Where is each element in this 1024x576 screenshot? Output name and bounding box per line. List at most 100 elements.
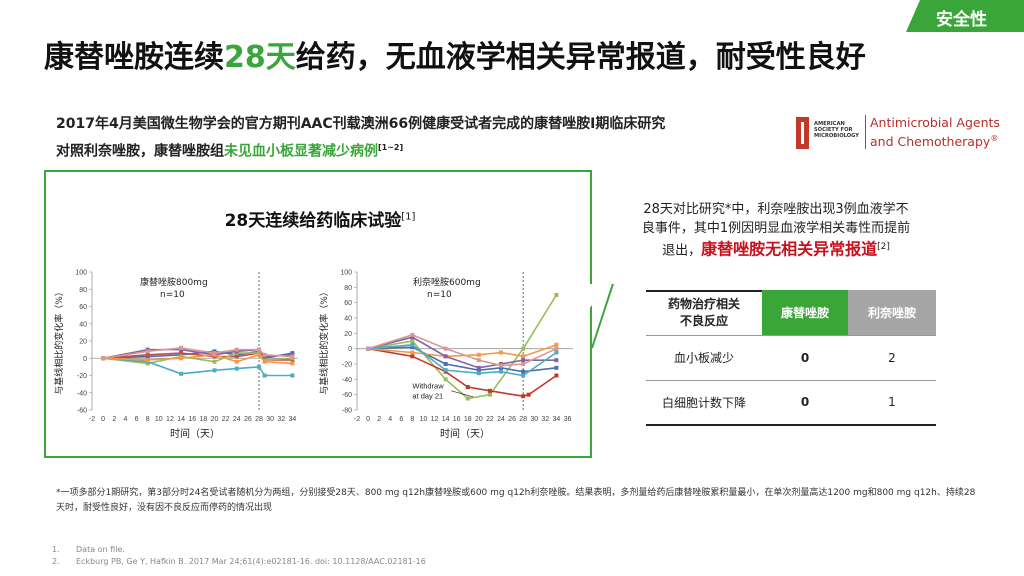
- data-point: [145, 357, 150, 362]
- data-point: [521, 369, 526, 374]
- x-tick-label: 34: [552, 416, 560, 423]
- data-point: [443, 368, 448, 373]
- data-point: [212, 351, 217, 356]
- data-point: [521, 354, 526, 359]
- y-tick-label: 40: [344, 316, 352, 323]
- journal-name: Antimicrobial Agents and Chemotherapy®: [870, 115, 1000, 150]
- x-tick-label: 24: [497, 416, 505, 423]
- y-tick-label: -20: [77, 373, 87, 380]
- panel-title: 28天连续给药临床试验[1]: [224, 211, 416, 231]
- annotation-arrow: [451, 390, 474, 398]
- y-axis-label: 与基线相比的变化率（%）: [53, 287, 65, 395]
- data-point: [476, 358, 481, 363]
- row-label: 血小板减少: [646, 334, 762, 380]
- y-tick-label: -40: [342, 377, 352, 384]
- page-title: 康替唑胺连续28天给药，无血液学相关异常报道，耐受性良好: [44, 32, 866, 76]
- data-point: [554, 346, 559, 351]
- header-contezolid: 康替唑胺: [762, 290, 848, 335]
- note-highlight: 康替唑胺无相关异常报道: [701, 239, 878, 259]
- data-point: [290, 354, 295, 359]
- data-point: [410, 332, 415, 337]
- data-point: [410, 342, 415, 347]
- x-tick-label: -2: [89, 416, 95, 423]
- x-tick-label: 30: [266, 416, 274, 423]
- note-line1: 28天对比研究*中，利奈唑胺出现3例血液学不: [643, 202, 909, 217]
- data-point: [410, 354, 415, 359]
- cell-linezolid: 1: [848, 379, 936, 426]
- x-tick-label: 22: [486, 416, 494, 423]
- data-point: [443, 362, 448, 366]
- data-point: [410, 350, 415, 355]
- data-point: [290, 361, 295, 366]
- y-tick-label: -20: [342, 362, 352, 369]
- tag-background: [906, 0, 1024, 32]
- y-tick-label: 0: [348, 346, 352, 353]
- data-point: [465, 385, 470, 389]
- reference-item: 1. Data on file.: [52, 545, 125, 554]
- x-tick-label: 26: [508, 416, 516, 423]
- logo-divider: [865, 115, 866, 149]
- data-point: [476, 368, 481, 373]
- tag-label: 安全性: [936, 10, 987, 30]
- data-point: [487, 388, 492, 393]
- data-point: [145, 349, 150, 354]
- data-point: [257, 347, 262, 352]
- x-tick-label: 0: [101, 416, 105, 423]
- note-line3: 退出，康替唑胺无相关异常报道[2]: [662, 239, 890, 259]
- x-tick-label: -2: [354, 416, 360, 423]
- y-tick-label: -80: [342, 408, 352, 415]
- data-point: [101, 356, 106, 361]
- data-point: [212, 359, 217, 364]
- data-point: [290, 373, 295, 378]
- x-tick-label: 30: [530, 416, 538, 423]
- x-tick-label: 2: [112, 416, 116, 423]
- x-tick-label: 20: [211, 416, 219, 423]
- data-point: [262, 359, 267, 364]
- data-point: [262, 373, 267, 378]
- y-tick-label: 100: [340, 270, 352, 277]
- data-point: [410, 345, 415, 350]
- x-tick-label: 10: [155, 416, 163, 423]
- title-highlight: 28天: [224, 40, 296, 75]
- asm-logo-icon: [796, 117, 809, 149]
- data-point: [521, 346, 526, 351]
- y-tick-label: 20: [344, 331, 352, 338]
- x-tick-label: 6: [135, 416, 139, 423]
- data-point: [179, 371, 184, 376]
- trial-panel: 28天连续给药临床试验[1]: [44, 170, 592, 458]
- x-tick-label: 6: [399, 416, 403, 423]
- y-tick-label: 20: [79, 339, 87, 346]
- data-point: [499, 369, 503, 374]
- data-point: [179, 356, 184, 361]
- journal-logo: AMERICAN SOCIETY FOR MICROBIOLOGY Antimi…: [796, 113, 1000, 153]
- x-tick-label: 18: [464, 416, 472, 423]
- x-tick-label: 10: [420, 416, 428, 423]
- table-header-row: 药物治疗相关 不良反应 康替唑胺 利奈唑胺: [646, 290, 936, 335]
- y-tick-label: 100: [75, 270, 87, 277]
- data-point: [234, 347, 239, 352]
- data-point: [465, 396, 470, 401]
- intro-line2-highlight: 未见血小板显著减少病例: [224, 143, 378, 160]
- x-tick-label: 0: [366, 416, 370, 423]
- x-tick-label: 28: [519, 416, 527, 423]
- section-tag: 安全性: [906, 0, 1024, 32]
- x-axis-label: 时间（天）: [440, 427, 490, 440]
- intro-line2-prefix: 对照利奈唑胺，康替唑胺组: [56, 143, 224, 160]
- data-point: [179, 345, 184, 350]
- data-point: [554, 342, 559, 347]
- comparison-note: 28天对比研究*中，利奈唑胺出现3例血液学不 良事件，其中1例因明显血液学相关毒…: [626, 200, 926, 260]
- chart-n-label: n=10: [160, 290, 185, 300]
- note-line2: 良事件，其中1例因明显血液学相关毒性而提前: [641, 221, 911, 236]
- x-axis-label: 时间（天）: [170, 427, 220, 440]
- data-point: [443, 354, 448, 359]
- y-tick-label: -60: [342, 392, 352, 399]
- table-row: 血小板减少 0 2: [646, 334, 936, 380]
- y-tick-label: 0: [83, 356, 87, 363]
- x-tick-label: 22: [222, 416, 230, 423]
- data-point: [443, 377, 448, 382]
- x-tick-label: 18: [199, 416, 207, 423]
- intro-ref: [1~2]: [378, 143, 404, 152]
- x-tick-label: 32: [541, 416, 549, 423]
- reference-item: 2. Eckburg PB, Ge Y, Hafkin B. 2017 Mar 2…: [52, 557, 426, 566]
- chart-group-label: 利奈唑胺600mg: [413, 276, 481, 288]
